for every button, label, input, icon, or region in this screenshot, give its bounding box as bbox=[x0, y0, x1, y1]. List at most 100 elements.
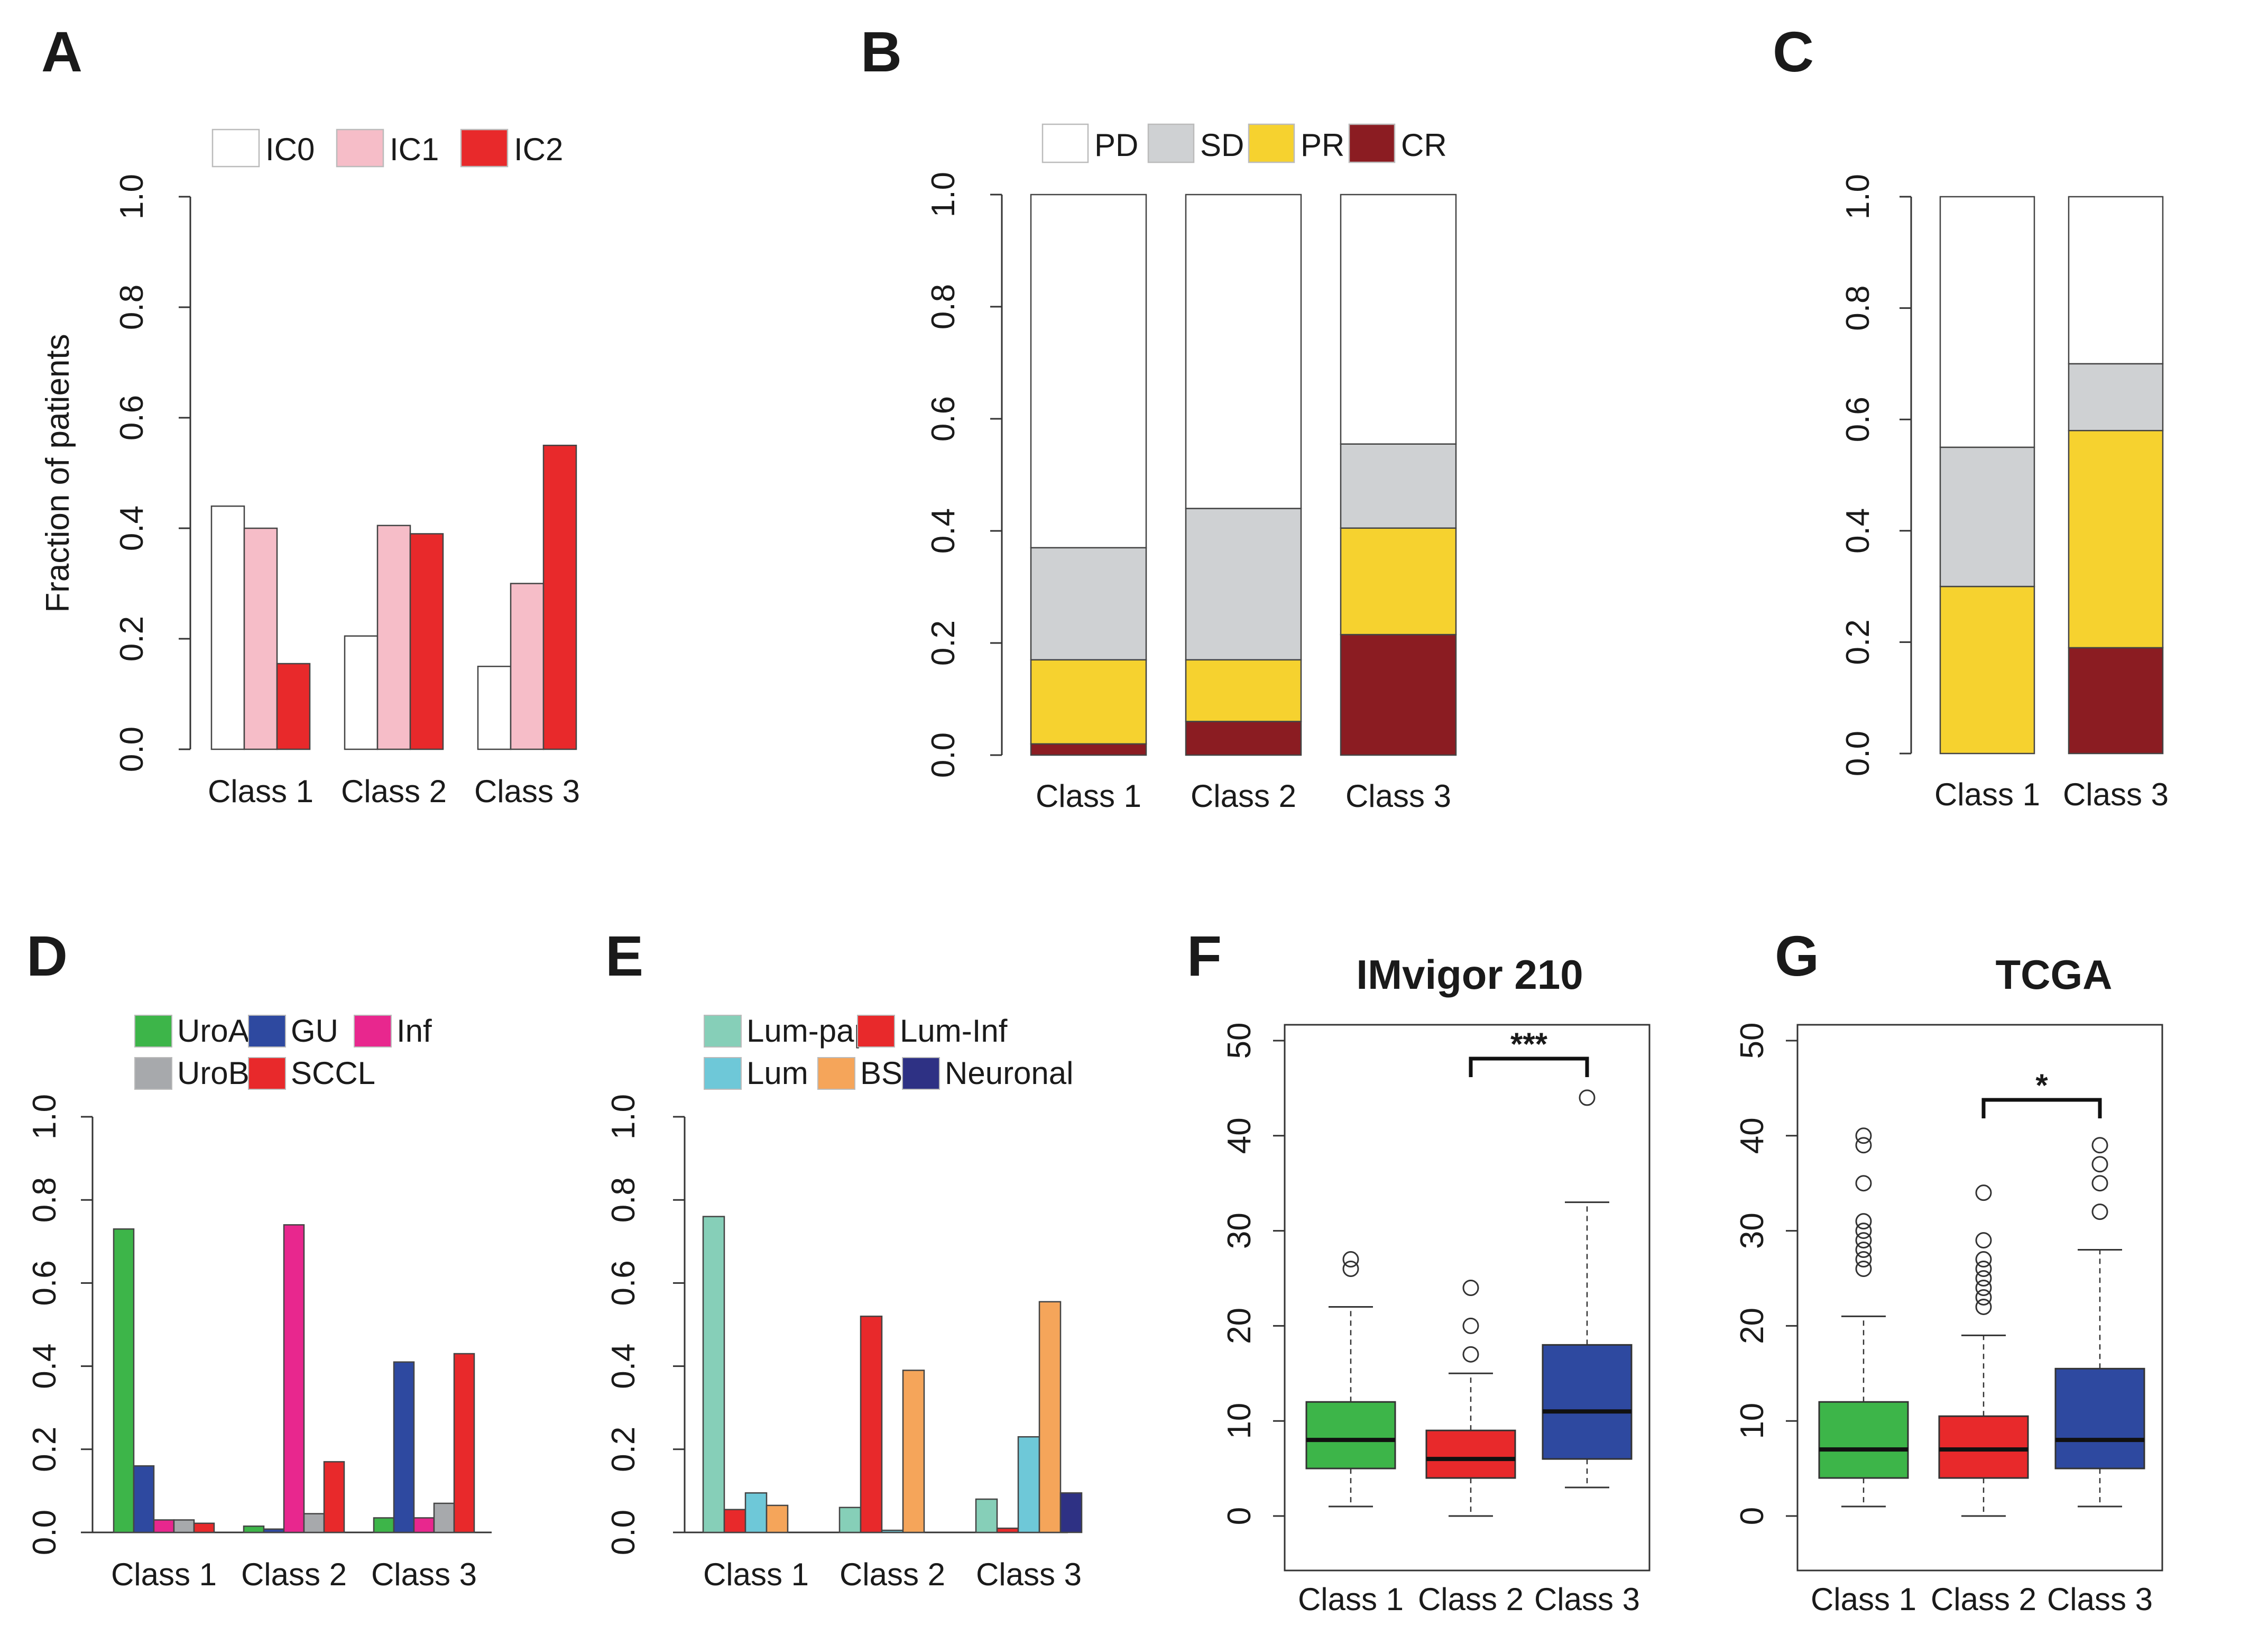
y-tick-label: 0.0 bbox=[605, 1510, 642, 1555]
outlier-point bbox=[1855, 1213, 1872, 1230]
box-class-1 bbox=[1305, 1251, 1396, 1508]
bar-class-2-lum-pap bbox=[838, 1506, 862, 1533]
legend-label-urob: UroB bbox=[177, 1055, 250, 1091]
outlier-point bbox=[1975, 1261, 1992, 1278]
box-body bbox=[1542, 1344, 1633, 1460]
y-tick-label: 0.8 bbox=[114, 284, 150, 330]
panel-label-e: E bbox=[605, 924, 643, 988]
legend-label-sd: SD bbox=[1200, 127, 1244, 163]
y-tick-label: 40 bbox=[1221, 1117, 1258, 1154]
segment-class-1-pd bbox=[1030, 194, 1147, 549]
x-tick-label: Class 2 bbox=[1418, 1582, 1524, 1617]
y-tick-label: 0.4 bbox=[925, 508, 962, 554]
bar-class-1-bs bbox=[766, 1504, 789, 1533]
panel-F-y-axis: 0 10 20 30 40 50 bbox=[1221, 1023, 1285, 1525]
y-tick-label: 0.2 bbox=[26, 1427, 63, 1472]
outlier-point bbox=[1855, 1261, 1872, 1278]
y-tick-label: 0.8 bbox=[605, 1177, 642, 1223]
outlier-point bbox=[1975, 1184, 1992, 1201]
segment-class-3-pd bbox=[1340, 194, 1457, 445]
panel-G-significance: * bbox=[1981, 1068, 2102, 1118]
panel-E-y-axis: 0.0 0.2 0.4 0.6 0.8 1.0 bbox=[605, 1094, 686, 1555]
bar-class-3-lum-inf bbox=[996, 1527, 1019, 1533]
significance-bracket bbox=[1981, 1098, 2102, 1118]
y-tick-label: 20 bbox=[1221, 1308, 1258, 1344]
outlier-point bbox=[2091, 1175, 2108, 1192]
box-body bbox=[1938, 1415, 2029, 1479]
y-tick-label: 0.6 bbox=[925, 396, 962, 442]
legend-swatch-lum-inf bbox=[857, 1015, 895, 1048]
x-tick-label: Class 1 bbox=[703, 1557, 809, 1592]
y-tick-label: 0.2 bbox=[114, 616, 150, 662]
y-tick-label: 0.6 bbox=[605, 1260, 642, 1306]
y-tick-label: 0.0 bbox=[925, 732, 962, 778]
legend-swatch-lum-pap bbox=[704, 1015, 742, 1048]
segment-class-3-sd bbox=[1340, 443, 1457, 529]
panel-A-y-axis: 0.0 0.2 0.4 0.6 0.8 1.0 bbox=[114, 174, 191, 772]
bar-class-3-ic1 bbox=[510, 583, 545, 750]
bar-class-2-inf bbox=[283, 1224, 305, 1533]
outlier-point bbox=[2091, 1156, 2108, 1173]
outlier-point bbox=[1855, 1137, 1872, 1154]
panel-G-boxes bbox=[1796, 1024, 2163, 1572]
panel-E-bars bbox=[702, 1216, 1083, 1533]
outlier-point bbox=[1462, 1346, 1479, 1363]
panel-A-legend: IC0 IC1 IC2 bbox=[211, 128, 563, 168]
bar-class-3-gu bbox=[393, 1361, 415, 1533]
legend-swatch-cr bbox=[1348, 123, 1396, 163]
x-tick-label: Class 3 bbox=[1534, 1582, 1640, 1617]
y-tick-label: 0.2 bbox=[605, 1427, 642, 1472]
x-tick-label: Class 1 bbox=[1298, 1582, 1404, 1617]
bar-class-1-gu bbox=[133, 1465, 155, 1533]
legend-label-uroa: UroA bbox=[177, 1013, 250, 1049]
segment-class-2-cr bbox=[1185, 721, 1302, 756]
bar-class-3-lum bbox=[1017, 1436, 1040, 1533]
legend-swatch-uroa bbox=[134, 1015, 172, 1048]
bar-class-2-ic0 bbox=[344, 635, 379, 750]
segment-class-1-pr bbox=[1030, 659, 1147, 745]
x-tick-label: Class 3 bbox=[474, 774, 580, 809]
legend-label-pr: PR bbox=[1301, 127, 1344, 163]
outlier-point bbox=[1975, 1289, 1992, 1306]
panel-F-significance: *** bbox=[1469, 1026, 1589, 1077]
bar-class-1-lum bbox=[744, 1492, 768, 1533]
outlier-point bbox=[1855, 1127, 1872, 1144]
segment-class-3-cr bbox=[1340, 633, 1457, 756]
panel-label-d: D bbox=[26, 924, 68, 988]
legend-swatch-ic1 bbox=[336, 128, 384, 168]
outlier-point bbox=[1342, 1261, 1359, 1278]
outlier-point bbox=[1855, 1232, 1872, 1249]
bar-class-1-sccl bbox=[193, 1522, 215, 1533]
y-tick-label: 0.8 bbox=[925, 284, 962, 329]
x-tick-label: Class 3 bbox=[2047, 1582, 2153, 1617]
legend-label-ic1: IC1 bbox=[390, 132, 439, 167]
y-tick-label: 1.0 bbox=[1840, 174, 1876, 219]
y-tick-label: 40 bbox=[1734, 1117, 1771, 1154]
outlier-point bbox=[1855, 1223, 1872, 1239]
legend-label-lum: Lum bbox=[746, 1055, 808, 1091]
panel-label-f: F bbox=[1187, 924, 1222, 988]
x-tick-label: Class 2 bbox=[241, 1557, 347, 1592]
legend-swatch-bs bbox=[817, 1057, 855, 1090]
outlier-point bbox=[1855, 1242, 1872, 1258]
outlier-point bbox=[1975, 1298, 1992, 1315]
y-tick-label: 0.8 bbox=[1840, 285, 1876, 330]
y-tick-label: 0.6 bbox=[26, 1260, 63, 1306]
bar-class-3-uroa bbox=[373, 1517, 395, 1533]
x-tick-label: Class 3 bbox=[976, 1557, 1082, 1592]
outlier-point bbox=[2091, 1137, 2108, 1154]
bar-class-1-ic2 bbox=[276, 663, 311, 750]
significance-bracket bbox=[1469, 1057, 1589, 1077]
bar-class-2-sccl bbox=[323, 1461, 345, 1533]
outlier-point bbox=[1975, 1232, 1992, 1249]
legend-label-lum-pap: Lum-pap bbox=[746, 1013, 872, 1049]
y-tick-label: 0.0 bbox=[1840, 731, 1876, 776]
bar-class-3-inf bbox=[413, 1517, 435, 1533]
box-class-3 bbox=[2054, 1137, 2145, 1508]
significance-label: *** bbox=[1510, 1026, 1548, 1062]
box-class-3 bbox=[1542, 1089, 1633, 1489]
legend-label-cr: CR bbox=[1401, 127, 1447, 163]
bar-class-2-lum-inf bbox=[860, 1316, 883, 1533]
legend-label-neuronal: Neuronal bbox=[945, 1055, 1074, 1091]
